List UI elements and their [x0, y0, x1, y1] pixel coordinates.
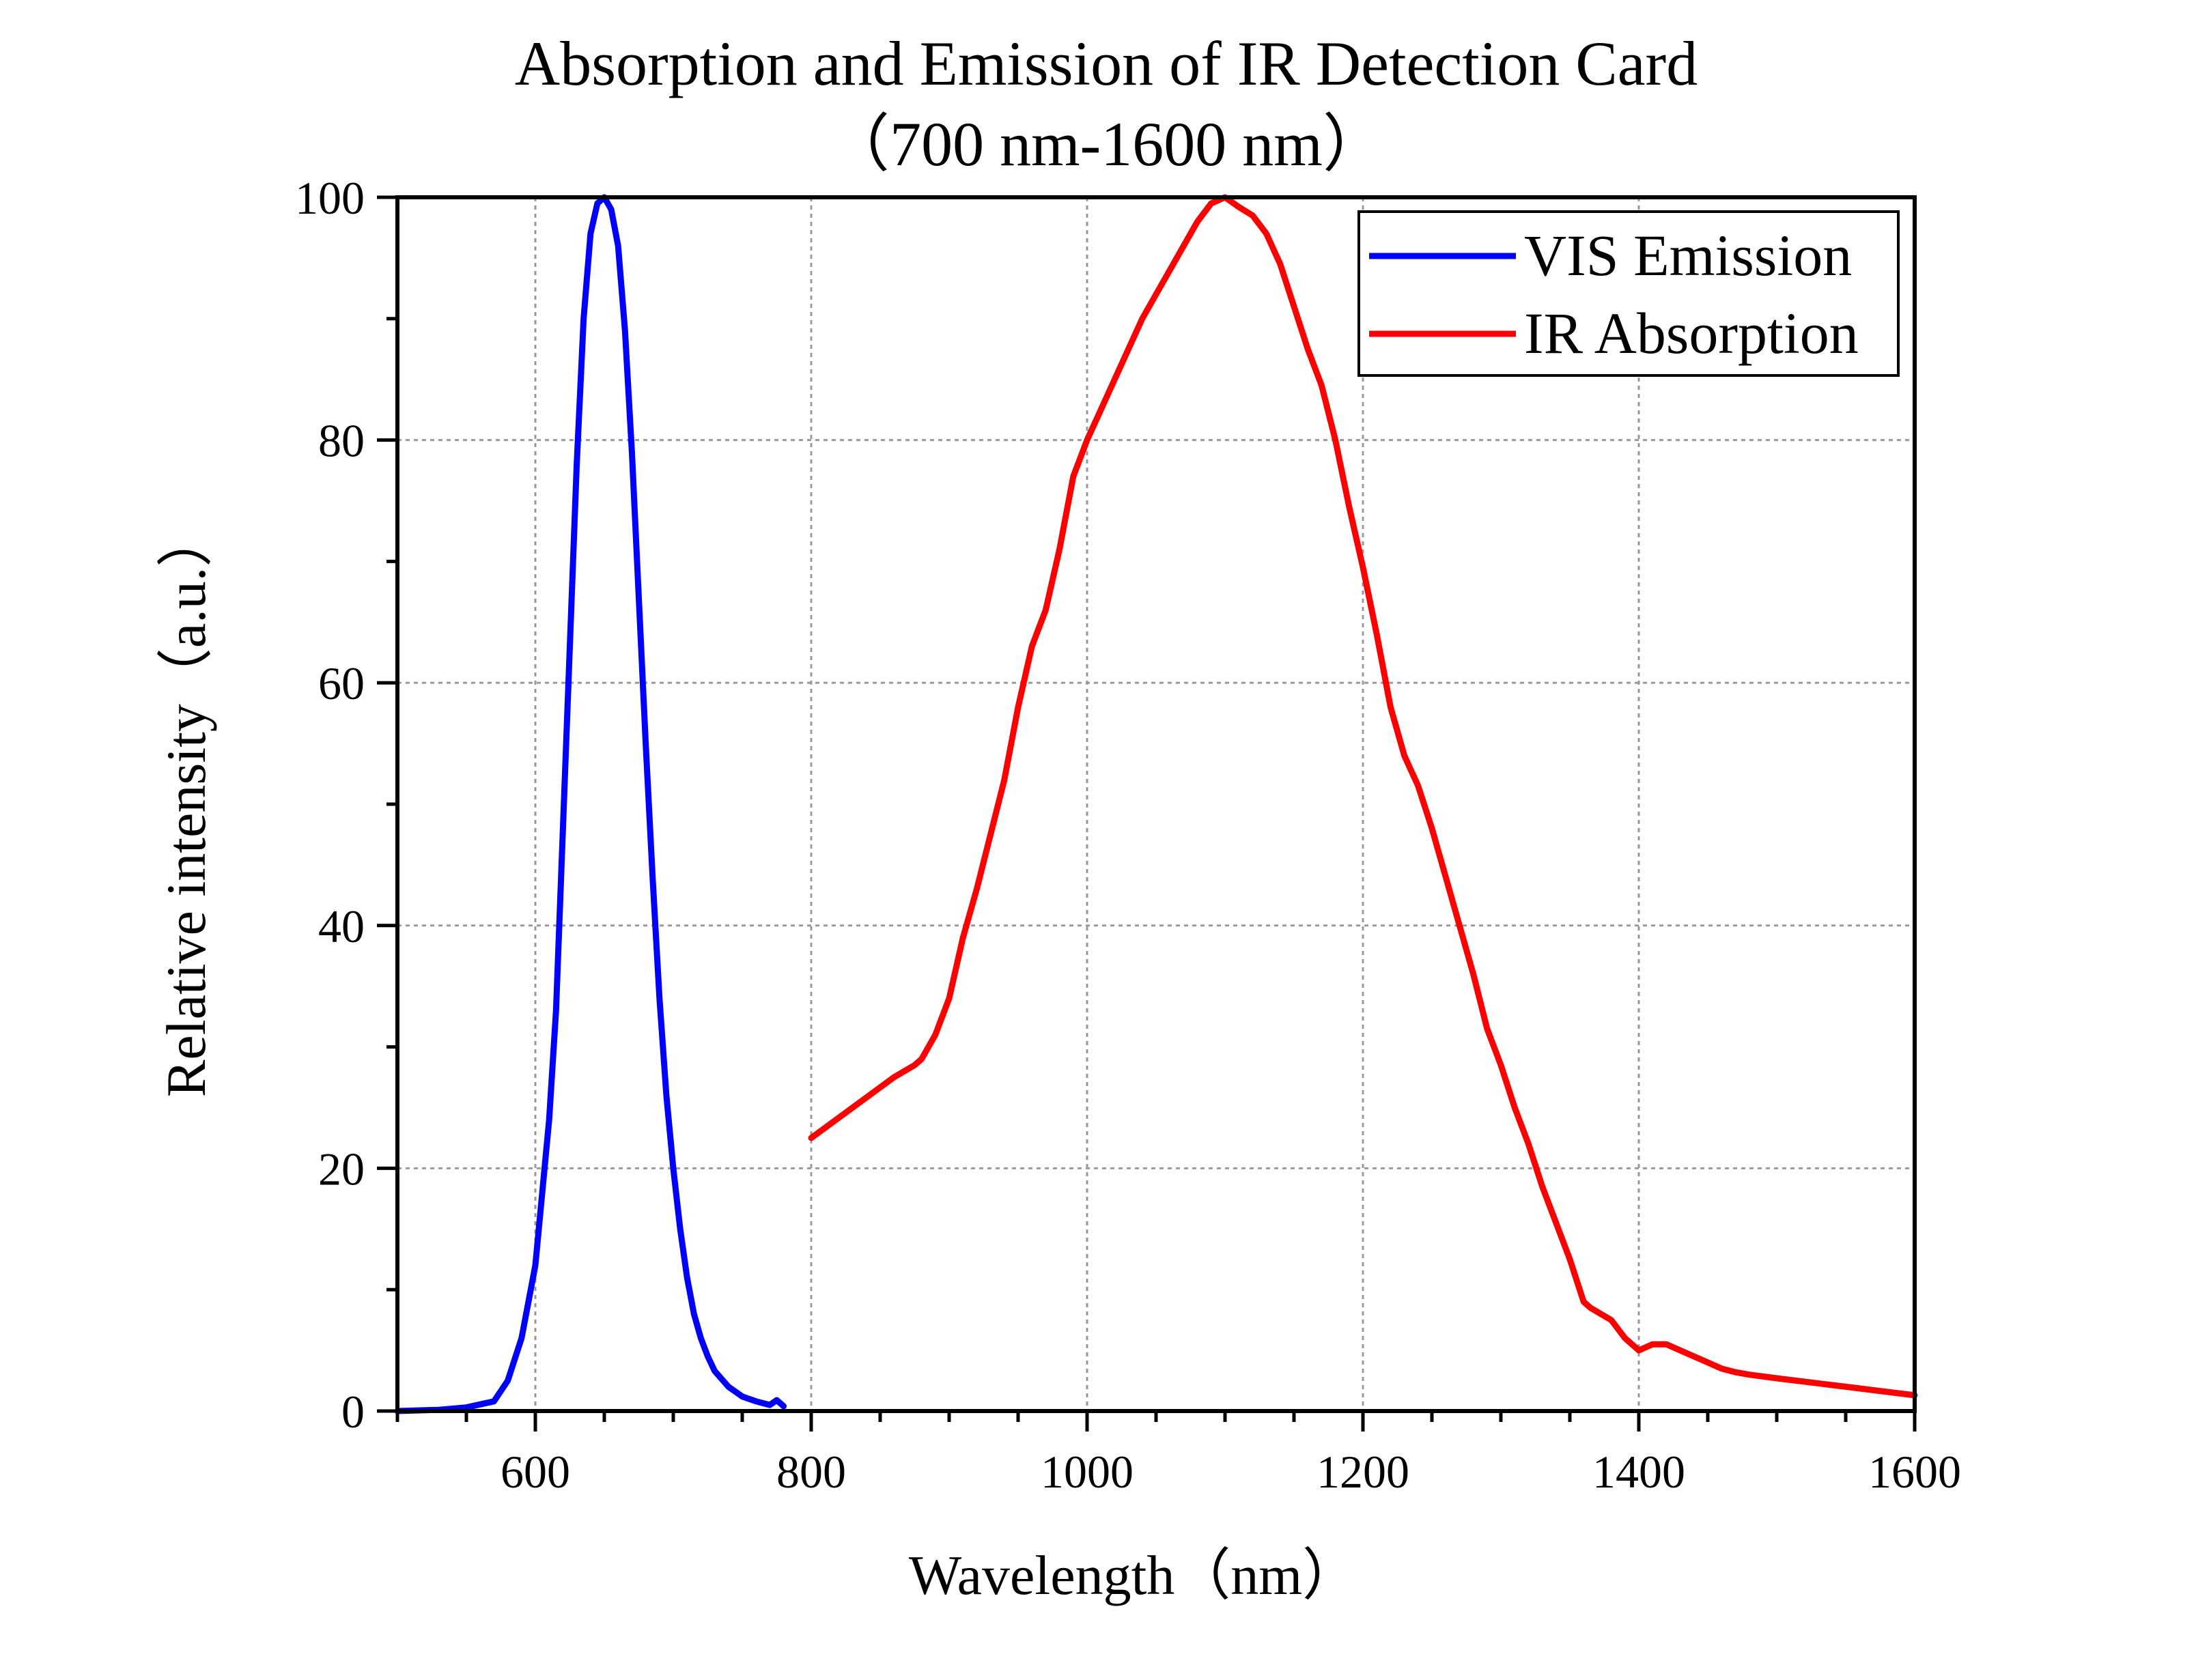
legend-box	[1357, 210, 1900, 377]
x-tick-label: 1000	[1041, 1446, 1134, 1498]
series-line-vis-emission	[394, 194, 787, 1414]
x-tick-label: 1400	[1592, 1446, 1685, 1498]
chart-subtitle: （700 nm-1600 nm）	[827, 109, 1385, 179]
y-tick-label: 60	[318, 657, 365, 709]
grid-lines	[397, 197, 1915, 1411]
x-tick-label: 1600	[1868, 1446, 1961, 1498]
x-tick-label: 1200	[1317, 1446, 1409, 1498]
y-tick-label: 20	[318, 1143, 365, 1195]
x-tick-label: 800	[776, 1446, 846, 1498]
y-tick-label: 40	[318, 900, 365, 952]
legend-label-vis-emission: VIS Emission	[1524, 223, 1852, 288]
y-tick-label: 0	[341, 1386, 365, 1438]
x-axis-title: Wavelength（nm）	[909, 1544, 1358, 1606]
y-tick-label: 100	[295, 172, 365, 224]
chart-title: Absorption and Emission of IR Detection …	[515, 29, 1698, 98]
axis-ticks	[377, 195, 1917, 1432]
y-tick-label: 80	[318, 415, 365, 467]
y-axis-title: Relative intensity（a.u.）	[155, 511, 217, 1098]
tick-labels: 600 800 1000 1200 1400 1600 0 20 40 60 80 100	[295, 172, 1961, 1498]
legend: VIS Emission IR Absorption	[1357, 210, 1900, 377]
series-line-ir-absorption	[808, 194, 1918, 1399]
x-tick-label: 600	[501, 1446, 570, 1498]
series-layer	[394, 194, 1918, 1414]
legend-label-ir-absorption: IR Absorption	[1524, 300, 1859, 366]
